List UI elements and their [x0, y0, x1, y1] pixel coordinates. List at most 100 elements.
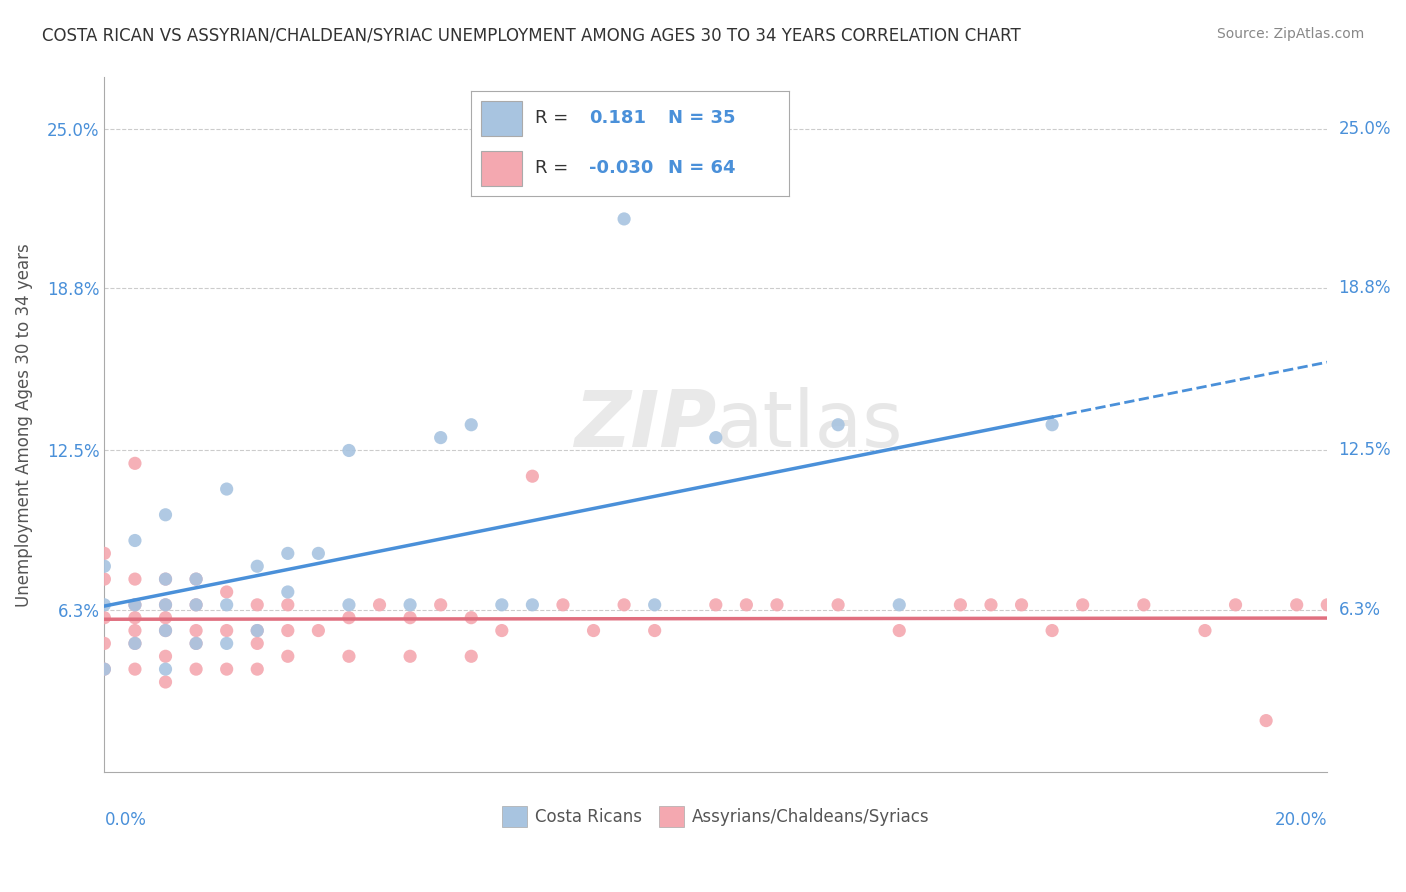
- Point: [980, 598, 1002, 612]
- Point: [184, 662, 207, 676]
- Point: [460, 649, 482, 664]
- Point: [337, 649, 360, 664]
- Point: [1011, 598, 1033, 612]
- Point: [215, 636, 238, 650]
- Point: [93, 636, 115, 650]
- Point: [399, 649, 422, 664]
- Point: [889, 624, 911, 638]
- Point: [246, 636, 269, 650]
- Point: [551, 598, 574, 612]
- Point: [277, 585, 299, 599]
- Point: [93, 662, 115, 676]
- Point: [124, 533, 146, 548]
- Point: [766, 598, 789, 612]
- Point: [949, 598, 972, 612]
- Point: [491, 624, 513, 638]
- Point: [1225, 598, 1247, 612]
- Point: [1040, 624, 1063, 638]
- Point: [368, 598, 391, 612]
- Point: [337, 610, 360, 624]
- Point: [215, 598, 238, 612]
- Point: [93, 610, 115, 624]
- Point: [215, 662, 238, 676]
- Text: 25.0%: 25.0%: [1339, 120, 1391, 138]
- Point: [124, 456, 146, 470]
- Point: [124, 572, 146, 586]
- Point: [93, 559, 115, 574]
- Legend: Costa Ricans, Assyrians/Chaldeans/Syriacs: Costa Ricans, Assyrians/Chaldeans/Syriac…: [495, 799, 936, 833]
- Point: [184, 636, 207, 650]
- Point: [1256, 714, 1278, 728]
- Point: [582, 624, 605, 638]
- Point: [124, 636, 146, 650]
- Point: [277, 546, 299, 560]
- Point: [124, 610, 146, 624]
- Text: Source: ZipAtlas.com: Source: ZipAtlas.com: [1216, 27, 1364, 41]
- Point: [1285, 598, 1308, 612]
- Point: [307, 546, 329, 560]
- Point: [215, 624, 238, 638]
- Point: [93, 572, 115, 586]
- Point: [93, 546, 115, 560]
- Text: atlas: atlas: [716, 387, 903, 463]
- Text: 0.0%: 0.0%: [104, 811, 146, 829]
- Point: [184, 598, 207, 612]
- Point: [215, 585, 238, 599]
- Point: [246, 598, 269, 612]
- Point: [613, 598, 636, 612]
- Point: [613, 211, 636, 226]
- Point: [827, 598, 849, 612]
- Point: [93, 598, 115, 612]
- Point: [155, 598, 177, 612]
- Point: [704, 598, 727, 612]
- Point: [1071, 598, 1094, 612]
- Point: [184, 572, 207, 586]
- Point: [155, 662, 177, 676]
- Point: [155, 508, 177, 522]
- Point: [460, 417, 482, 432]
- Point: [337, 443, 360, 458]
- Point: [155, 649, 177, 664]
- Point: [1194, 624, 1216, 638]
- Point: [155, 675, 177, 690]
- Text: 12.5%: 12.5%: [1339, 442, 1391, 459]
- Text: COSTA RICAN VS ASSYRIAN/CHALDEAN/SYRIAC UNEMPLOYMENT AMONG AGES 30 TO 34 YEARS C: COSTA RICAN VS ASSYRIAN/CHALDEAN/SYRIAC …: [42, 27, 1021, 45]
- Point: [1133, 598, 1156, 612]
- Point: [522, 598, 544, 612]
- Point: [277, 598, 299, 612]
- Point: [246, 624, 269, 638]
- Point: [184, 624, 207, 638]
- Point: [644, 598, 666, 612]
- Point: [246, 662, 269, 676]
- Point: [704, 431, 727, 445]
- Point: [399, 598, 422, 612]
- Point: [277, 624, 299, 638]
- Point: [124, 636, 146, 650]
- Text: ZIP: ZIP: [574, 387, 716, 463]
- Point: [460, 610, 482, 624]
- Point: [827, 417, 849, 432]
- Y-axis label: Unemployment Among Ages 30 to 34 years: Unemployment Among Ages 30 to 34 years: [15, 243, 32, 607]
- Point: [277, 649, 299, 664]
- Point: [184, 598, 207, 612]
- Point: [184, 636, 207, 650]
- Point: [93, 662, 115, 676]
- Point: [155, 572, 177, 586]
- Point: [337, 598, 360, 612]
- Point: [429, 598, 451, 612]
- Point: [1040, 417, 1063, 432]
- Point: [124, 624, 146, 638]
- Point: [155, 572, 177, 586]
- Point: [155, 598, 177, 612]
- Point: [429, 431, 451, 445]
- Point: [399, 610, 422, 624]
- Point: [522, 469, 544, 483]
- Point: [735, 598, 758, 612]
- Point: [155, 624, 177, 638]
- Point: [246, 559, 269, 574]
- Point: [155, 624, 177, 638]
- Point: [246, 624, 269, 638]
- Text: 18.8%: 18.8%: [1339, 279, 1391, 297]
- Point: [124, 598, 146, 612]
- Point: [124, 598, 146, 612]
